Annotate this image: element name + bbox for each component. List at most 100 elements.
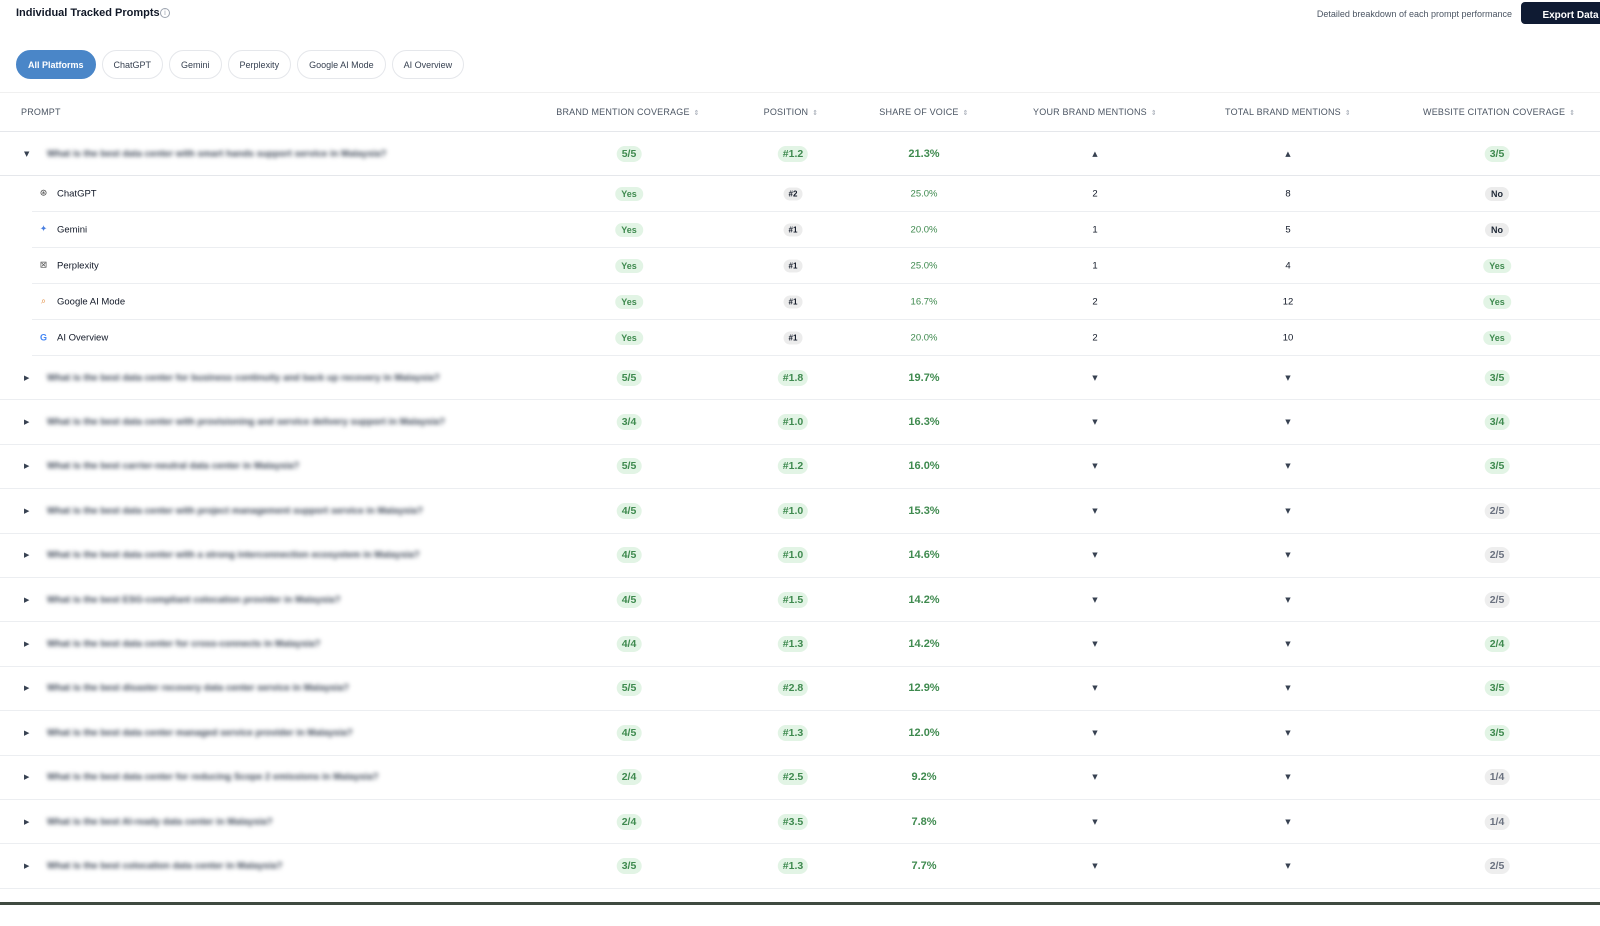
- table-row[interactable]: ▶ What is the best data center for reduci…: [0, 756, 1600, 800]
- position-badge: #1.0: [777, 502, 809, 519]
- col-brand-mention-coverage[interactable]: BRAND MENTION COVERAGE ⇕: [556, 107, 700, 117]
- col-your-brand-mentions[interactable]: YOUR BRAND MENTIONS ⇕: [1033, 107, 1157, 117]
- chevron-down-icon[interactable]: ▼: [1285, 373, 1291, 382]
- chevron-down-icon[interactable]: ▼: [1092, 684, 1098, 693]
- chevron-down-icon[interactable]: ▼: [1285, 817, 1291, 826]
- chevron-down-icon[interactable]: ▼: [1092, 861, 1098, 870]
- platform-row[interactable]: ⊠ Perplexity Yes #1 25.0% 1 4 Yes: [32, 248, 1600, 284]
- expand-caret-icon[interactable]: ▶: [24, 462, 30, 471]
- table-row[interactable]: ▶ What is the best data center with a str…: [0, 534, 1600, 578]
- sort-icon[interactable]: ⇕: [1344, 110, 1351, 117]
- col-prompt[interactable]: PROMPT: [21, 107, 61, 117]
- tab-gemini[interactable]: Gemini: [169, 50, 222, 79]
- col-website-citation-coverage[interactable]: WEBSITE CITATION COVERAGE ⇕: [1423, 107, 1576, 117]
- tab-all-platforms[interactable]: All Platforms: [16, 50, 96, 79]
- sov-value: 7.7%: [911, 859, 937, 872]
- sort-icon[interactable]: ⇕: [962, 110, 969, 117]
- mentioned-badge: Yes: [615, 330, 643, 345]
- tab-google-ai-mode[interactable]: Google AI Mode: [297, 50, 386, 79]
- export-button[interactable]: Export Data: [1521, 2, 1600, 24]
- sov-value: 7.8%: [911, 815, 937, 828]
- chevron-down-icon[interactable]: ▼: [1285, 418, 1291, 427]
- col-position[interactable]: POSITION ⇕: [763, 107, 819, 117]
- platform-label: ⊠ Perplexity: [39, 260, 99, 271]
- sov-value: 14.2%: [908, 593, 940, 606]
- platform-row[interactable]: G AI Overview Yes #1 20.0% 2 10 Yes: [32, 320, 1600, 356]
- chevron-up-icon[interactable]: ▲: [1092, 149, 1098, 158]
- expand-caret-icon[interactable]: ▶: [24, 684, 30, 693]
- table-row[interactable]: ▶ What is the best data center for cross-…: [0, 622, 1600, 667]
- prompt-text: What is the best disaster recovery data …: [47, 682, 350, 694]
- expand-caret-icon[interactable]: ▶: [24, 773, 30, 782]
- chevron-down-icon[interactable]: ▼: [1092, 728, 1098, 737]
- table-row[interactable]: ▶ What is the best data center with provi…: [0, 400, 1600, 445]
- platform-label: G AI Overview: [39, 332, 109, 343]
- chevron-down-icon[interactable]: ▼: [1092, 506, 1098, 515]
- position-badge: #1.0: [777, 414, 809, 431]
- table-header: PROMPT BRAND MENTION COVERAGE ⇕ POSITION ⇕…: [0, 92, 1600, 132]
- sort-icon[interactable]: ⇕: [693, 110, 700, 117]
- coverage-badge: 3/5: [616, 857, 642, 874]
- expand-caret-icon[interactable]: ▶: [24, 640, 30, 649]
- chevron-down-icon[interactable]: ▼: [1285, 773, 1291, 782]
- platform-row[interactable]: ⊛ ChatGPT Yes #2 25.0% 2 8 No: [32, 176, 1600, 212]
- col-share-of-voice[interactable]: SHARE OF VOICE ⇕: [879, 107, 969, 117]
- platform-row[interactable]: ⌕ Google AI Mode Yes #1 16.7% 2 12 Yes: [32, 284, 1600, 320]
- expand-caret-icon[interactable]: ▶: [24, 728, 30, 737]
- prompt-text: What is the best data center with a stro…: [47, 549, 420, 561]
- chevron-down-icon[interactable]: ▼: [1092, 595, 1098, 604]
- chevron-down-icon[interactable]: ▼: [1285, 506, 1291, 515]
- table-row[interactable]: ▶ What is the best disaster recovery data…: [0, 667, 1600, 712]
- expand-caret-icon[interactable]: ▶: [24, 506, 30, 515]
- tab-ai-overview[interactable]: AI Overview: [391, 50, 465, 79]
- platform-row[interactable]: ✦ Gemini Yes #1 20.0% 1 5 No: [32, 212, 1600, 248]
- chevron-down-icon[interactable]: ▼: [1285, 462, 1291, 471]
- table-row[interactable]: ▶ What is the best data center for busine…: [0, 356, 1600, 401]
- expand-caret-icon[interactable]: ▶: [24, 817, 30, 826]
- table-row[interactable]: ▶ What is the best data center with proje…: [0, 489, 1600, 534]
- expand-caret-icon[interactable]: ▶: [24, 595, 30, 604]
- coverage-badge: 4/4: [616, 636, 642, 653]
- citation-badge: 1/4: [1484, 813, 1510, 830]
- table-row[interactable]: ▶ What is the best carrier-neutral data c…: [0, 445, 1600, 490]
- platform-label: ⊛ ChatGPT: [39, 188, 97, 199]
- sort-icon[interactable]: ⇕: [1150, 110, 1157, 117]
- coverage-badge: 2/4: [616, 813, 642, 830]
- tab-perplexity[interactable]: Perplexity: [227, 50, 292, 79]
- chevron-down-icon[interactable]: ▼: [1285, 728, 1291, 737]
- table-row[interactable]: ▶ What is the best colocation data center…: [0, 844, 1600, 889]
- info-icon[interactable]: i: [160, 8, 170, 18]
- chevron-down-icon[interactable]: ▼: [1285, 861, 1291, 870]
- table-row-expanded[interactable]: ▼ What is the best data center with smar…: [0, 132, 1600, 176]
- position-badge: #2: [783, 187, 803, 200]
- chevron-down-icon[interactable]: ▼: [1285, 595, 1291, 604]
- chevron-down-icon[interactable]: ▼: [1092, 373, 1098, 382]
- table-row[interactable]: ▶ What is the best data center managed se…: [0, 711, 1600, 756]
- table-row[interactable]: ▶ What is the best ESG-compliant colocati…: [0, 578, 1600, 623]
- expand-caret-icon[interactable]: ▶: [24, 418, 30, 427]
- total-mentions-value: 4: [1285, 260, 1291, 271]
- chevron-down-icon[interactable]: ▼: [1092, 773, 1098, 782]
- chevron-up-icon[interactable]: ▲: [1285, 149, 1291, 158]
- chevron-down-icon[interactable]: ▼: [1092, 418, 1098, 427]
- collapse-caret-icon[interactable]: ▼: [24, 149, 30, 158]
- chevron-down-icon[interactable]: ▼: [1092, 817, 1098, 826]
- chevron-down-icon[interactable]: ▼: [1285, 684, 1291, 693]
- expand-caret-icon[interactable]: ▶: [24, 551, 30, 560]
- chevron-down-icon[interactable]: ▼: [1092, 640, 1098, 649]
- sort-icon[interactable]: ⇕: [1569, 110, 1576, 117]
- tab-chatgpt[interactable]: ChatGPT: [101, 50, 164, 79]
- position-badge: #1: [783, 331, 803, 344]
- chevron-down-icon[interactable]: ▼: [1092, 462, 1098, 471]
- chevron-down-icon[interactable]: ▼: [1285, 640, 1291, 649]
- table-row[interactable]: ▶ What is the best AI-ready data center i…: [0, 800, 1600, 845]
- chevron-down-icon[interactable]: ▼: [1285, 551, 1291, 560]
- col-total-brand-mentions[interactable]: TOTAL BRAND MENTIONS ⇕: [1225, 107, 1351, 117]
- prompt-text: What is the best data center for busines…: [47, 372, 440, 384]
- position-badge: #2.8: [777, 680, 809, 697]
- expand-caret-icon[interactable]: ▶: [24, 373, 30, 382]
- expand-caret-icon[interactable]: ▶: [24, 861, 30, 870]
- sort-icon[interactable]: ⇕: [812, 110, 819, 117]
- chevron-down-icon[interactable]: ▼: [1092, 551, 1098, 560]
- sov-value: 9.2%: [911, 771, 937, 784]
